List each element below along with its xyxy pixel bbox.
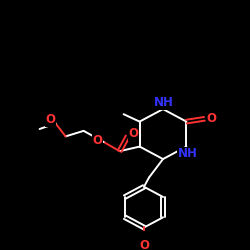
Text: O: O bbox=[139, 240, 149, 250]
Text: O: O bbox=[92, 134, 102, 146]
Text: NH: NH bbox=[154, 96, 174, 109]
Text: O: O bbox=[46, 113, 56, 126]
Text: O: O bbox=[128, 127, 138, 140]
Text: NH: NH bbox=[178, 148, 197, 160]
Text: O: O bbox=[206, 112, 216, 125]
